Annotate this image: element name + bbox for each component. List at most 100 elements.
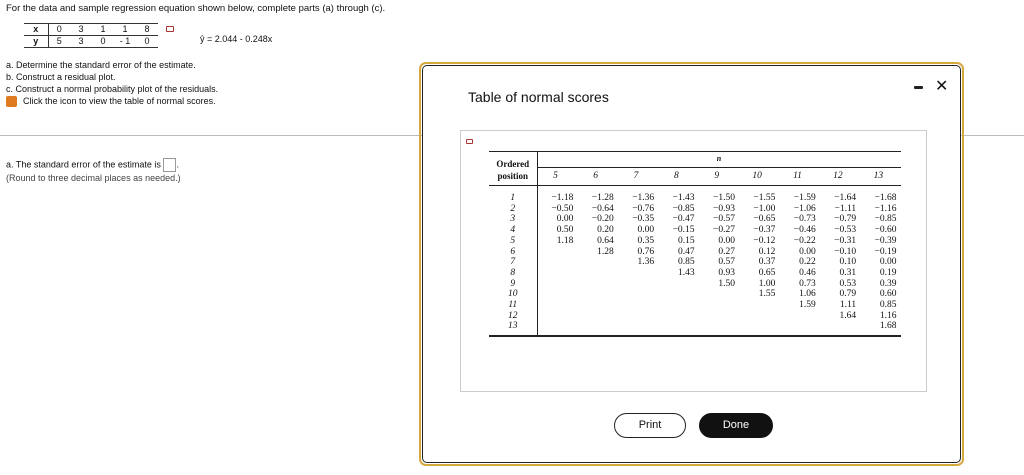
normal-score-cell: 0.00 — [879, 257, 897, 268]
y-label: y — [24, 35, 49, 48]
cell: 3 — [70, 23, 92, 36]
column-header-n: 11 — [779, 167, 820, 186]
normal-score-cell: 0.60 — [879, 289, 897, 300]
normal-score-cell: 1.59 — [799, 300, 816, 311]
normal-score-cell: 0.37 — [758, 257, 776, 268]
normal-score-cell: −0.60 — [874, 225, 897, 236]
normal-score-cell — [658, 279, 698, 290]
normal-score-cell: 1.68 — [860, 321, 901, 338]
cell: 3 — [70, 35, 92, 48]
normal-score-cell — [577, 268, 617, 279]
normal-score-cell: 1.43 — [677, 267, 695, 278]
normal-score-cell — [699, 300, 739, 311]
normal-score-cell: −1.55 — [753, 193, 776, 203]
part-b: b. Construct a residual plot. — [6, 72, 116, 82]
column-header-n: 9 — [698, 167, 739, 186]
done-button[interactable]: Done — [699, 413, 773, 438]
column-header-n: 10 — [738, 167, 780, 186]
normal-score-cell: 0.76 — [637, 246, 655, 257]
table-row: 3 0.00 −0.20 −0.35 −0.47 −0.57 −0.65 −0.73 −0.79… — [489, 214, 901, 226]
normal-score-cell: 0.00 — [718, 235, 735, 246]
table-row: 13 1.68 — [489, 321, 901, 338]
normal-score-cell: 0.64 — [597, 235, 614, 246]
normal-score-cell: 0.31 — [839, 267, 857, 278]
dialog-title: Table of normal scores — [468, 89, 609, 105]
normal-score-cell: 0.35 — [637, 235, 655, 246]
normal-score-cell: −1.43 — [672, 193, 695, 203]
minimize-button[interactable] — [914, 86, 923, 89]
cell: 0 — [136, 35, 158, 48]
normal-score-cell — [537, 300, 577, 311]
normal-score-cell: −0.20 — [591, 214, 614, 225]
normal-score-cell: 0.20 — [597, 225, 614, 236]
ordered-position-header: Ordered position — [489, 151, 538, 186]
normal-score-cell — [658, 300, 698, 311]
rounding-note: (Round to three decimal places as needed… — [6, 173, 181, 183]
normal-score-cell: 0.65 — [758, 267, 776, 278]
normal-score-cell: −0.37 — [753, 225, 776, 236]
normal-score-cell: −0.76 — [632, 203, 655, 214]
normal-score-cell: 1.36 — [637, 257, 655, 268]
normal-score-cell: −1.00 — [753, 203, 776, 214]
cell: - 1 — [114, 35, 136, 48]
table-row: 8 1.43 0.93 0.65 0.46 0.31 0.19 — [489, 267, 901, 279]
cell: 1 — [114, 23, 136, 36]
normal-score-cell — [617, 321, 659, 338]
normal-score-cell — [739, 311, 779, 322]
ordered-position: 11 — [489, 300, 538, 311]
normal-score-cell: 1.00 — [758, 278, 776, 289]
normal-score-cell: 1.11 — [839, 300, 857, 311]
print-button[interactable]: Print — [614, 413, 686, 438]
ordered-position: 10 — [489, 289, 538, 301]
normal-score-cell: 0.50 — [556, 225, 574, 236]
normal-score-cell — [537, 311, 577, 322]
normal-score-cell — [577, 300, 617, 311]
part-c: c. Construct a normal probability plot o… — [6, 84, 219, 94]
close-button[interactable]: ✕ — [935, 78, 949, 95]
normal-score-cell: 0.85 — [879, 300, 897, 311]
normal-score-cell: −0.22 — [793, 235, 816, 246]
normal-score-cell: −1.64 — [834, 193, 857, 203]
book-icon[interactable] — [6, 96, 17, 108]
normal-score-cell: 0.79 — [839, 289, 857, 300]
normal-score-cell: −0.31 — [834, 235, 857, 246]
normal-score-cell — [537, 268, 577, 279]
normal-score-cell — [618, 311, 658, 322]
normal-score-cell: −0.10 — [834, 246, 857, 257]
normal-score-cell — [699, 289, 739, 300]
copy-data-icon[interactable] — [166, 26, 174, 32]
parts-list: a. Determine the standard error of the e… — [6, 59, 219, 108]
normal-score-cell: 1.28 — [597, 246, 614, 257]
copy-table-icon[interactable] — [466, 139, 473, 144]
normal-score-cell: 0.39 — [879, 278, 897, 289]
table-row: 6 1.28 0.76 0.47 0.27 0.12 0.00 −0.10 −0.19 — [489, 246, 901, 258]
normal-score-cell: 1.06 — [799, 289, 816, 300]
cell: 8 — [136, 23, 158, 36]
normal-score-cell: −1.36 — [632, 193, 655, 203]
normal-scores-link[interactable]: Click the icon to view the table of norm… — [23, 96, 216, 106]
normal-score-cell: −1.50 — [712, 193, 735, 203]
normal-score-cell: −0.64 — [591, 203, 614, 214]
normal-score-cell — [577, 289, 617, 300]
normal-score-cell: 0.10 — [839, 257, 857, 268]
normal-score-cell: −1.06 — [793, 203, 816, 214]
normal-score-cell: 0.73 — [799, 278, 816, 289]
normal-score-cell: 1.55 — [758, 289, 776, 300]
part-a: a. Determine the standard error of the e… — [6, 60, 196, 70]
normal-score-cell: −1.28 — [591, 193, 614, 203]
normal-score-cell: −0.27 — [712, 225, 735, 236]
normal-score-cell: −0.47 — [672, 214, 695, 225]
normal-score-cell: 0.53 — [839, 278, 857, 289]
table-row: 2 −0.50 −0.64 −0.76 −0.85 −0.93 −1.00 −1.06 −1.1… — [489, 203, 901, 215]
normal-score-cell — [618, 279, 658, 290]
ordered-position: 12 — [489, 310, 538, 322]
ordered-position: 1 — [489, 185, 538, 204]
normal-score-cell — [537, 289, 577, 300]
normal-score-cell: 0.27 — [718, 246, 735, 257]
answer-input[interactable] — [163, 158, 177, 172]
table-row: 1 −1.18 −1.28 −1.36 −1.43 −1.50 −1.55 −1.59 −1.6… — [489, 185, 901, 204]
normal-score-cell: 0.00 — [799, 246, 816, 257]
normal-score-cell — [577, 257, 617, 268]
